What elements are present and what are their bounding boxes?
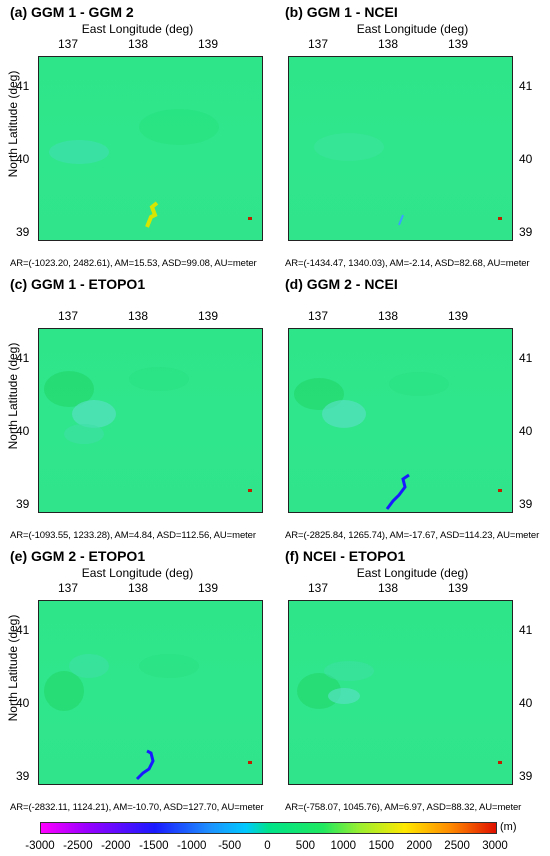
colorbar-tick: -2500 [63, 840, 93, 852]
x-tick: 137 [57, 581, 79, 595]
colorbar-tick: -3000 [25, 840, 55, 852]
x-tick: 138 [127, 581, 149, 595]
panel-stats: AR=(-1093.55, 1233.28), AM=4.84, ASD=112… [10, 530, 256, 541]
y-tick: 39 [519, 769, 533, 783]
panel-stats: AR=(-758.07, 1045.76), AM=6.97, ASD=88.3… [285, 802, 522, 813]
y-tick: 40 [519, 696, 533, 710]
difference-map [288, 600, 513, 785]
panel-title: (f) NCEI - ETOPO1 [285, 548, 406, 564]
map-anomalies [49, 109, 252, 228]
y-tick: 40 [16, 696, 30, 710]
difference-map [38, 56, 263, 241]
panel-title: (e) GGM 2 - ETOPO1 [10, 548, 146, 564]
y-tick: 40 [16, 424, 30, 438]
panel-title: (b) GGM 1 - NCEI [285, 4, 398, 20]
x-tick: 137 [307, 37, 329, 51]
x-tick: 138 [127, 37, 149, 51]
x-tick: 138 [377, 309, 399, 323]
x-tick: 139 [197, 309, 219, 323]
map-anomalies [297, 661, 502, 764]
colorbar-tick: 2000 [406, 840, 432, 852]
y-tick: 39 [16, 225, 30, 239]
y-tick: 41 [519, 79, 533, 93]
y-tick: 41 [16, 79, 30, 93]
colorbar-tick: -2000 [101, 840, 131, 852]
map-anomalies [314, 133, 502, 226]
x-axis-label: East Longitude (deg) [81, 22, 194, 36]
x-axis-label: East Longitude (deg) [356, 566, 469, 580]
panel-stats: AR=(-1434.47, 1340.03), AM=-2.14, ASD=82… [285, 258, 530, 269]
panel-a: (a) GGM 1 - GGM 2 East Longitude (deg) 1… [0, 0, 275, 285]
y-tick: 41 [16, 351, 30, 365]
colorbar [40, 822, 497, 834]
panel-b: (b) GGM 1 - NCEI East Longitude (deg) 13… [275, 0, 550, 285]
y-tick: 41 [16, 623, 30, 637]
panel-stats: AR=(-2825.84, 1265.74), AM=-17.67, ASD=1… [285, 530, 540, 541]
x-tick: 138 [377, 581, 399, 595]
x-tick: 138 [377, 37, 399, 51]
panel-title: (a) GGM 1 - GGM 2 [10, 4, 134, 20]
panel-f: (f) NCEI - ETOPO1 East Longitude (deg) 1… [275, 544, 550, 829]
colorbar-tick: 1500 [368, 840, 395, 852]
colorbar-tick: 0 [264, 840, 271, 852]
y-tick: 41 [519, 351, 533, 365]
difference-map [38, 328, 263, 513]
y-tick: 39 [519, 225, 533, 239]
map-anomalies [44, 367, 252, 492]
x-axis-label: East Longitude (deg) [356, 22, 469, 36]
x-tick: 138 [127, 309, 149, 323]
y-tick: 40 [16, 152, 30, 166]
panel-title: (d) GGM 2 - NCEI [285, 276, 398, 292]
x-tick: 139 [447, 581, 469, 595]
y-tick: 39 [16, 497, 30, 511]
x-tick: 137 [57, 309, 79, 323]
y-tick: 39 [16, 769, 30, 783]
map-anomalies [44, 654, 252, 781]
x-tick: 139 [447, 37, 469, 51]
colorbar-tick: 2500 [444, 840, 470, 852]
x-tick: 139 [197, 581, 219, 595]
x-tick: 137 [307, 309, 329, 323]
colorbar-tick: 500 [295, 840, 315, 852]
x-tick: 139 [447, 309, 469, 323]
panel-d: (d) GGM 2 - NCEI 137 138 139 41 40 39 AR… [275, 272, 550, 557]
x-tick: 137 [57, 37, 79, 51]
panel-e: (e) GGM 2 - ETOPO1 East Longitude (deg) … [0, 544, 275, 829]
y-tick: 41 [519, 623, 533, 637]
colorbar-tick: 1000 [330, 840, 357, 852]
panel-title: (c) GGM 1 - ETOPO1 [10, 276, 146, 292]
colorbar-tick: -500 [218, 840, 242, 852]
difference-map [288, 328, 513, 513]
x-tick: 139 [197, 37, 219, 51]
difference-map [38, 600, 263, 785]
x-tick: 137 [307, 581, 329, 595]
panel-stats: AR=(-1023.20, 2482.61), AM=15.53, ASD=99… [10, 258, 257, 269]
colorbar-tick: -1000 [176, 840, 207, 852]
x-axis-label: East Longitude (deg) [81, 566, 194, 580]
panel-c: (c) GGM 1 - ETOPO1 137 138 139 North Lat… [0, 272, 275, 557]
difference-map [288, 56, 513, 241]
colorbar-tick: -1500 [139, 840, 169, 852]
map-anomalies [294, 372, 502, 510]
y-tick: 40 [519, 152, 533, 166]
y-tick: 40 [519, 424, 533, 438]
colorbar-unit: (m) [500, 821, 517, 833]
colorbar-tick: 3000 [482, 840, 508, 852]
panel-stats: AR=(-2832.11, 1124.21), AM=-10.70, ASD=1… [10, 802, 264, 813]
y-tick: 39 [519, 497, 533, 511]
